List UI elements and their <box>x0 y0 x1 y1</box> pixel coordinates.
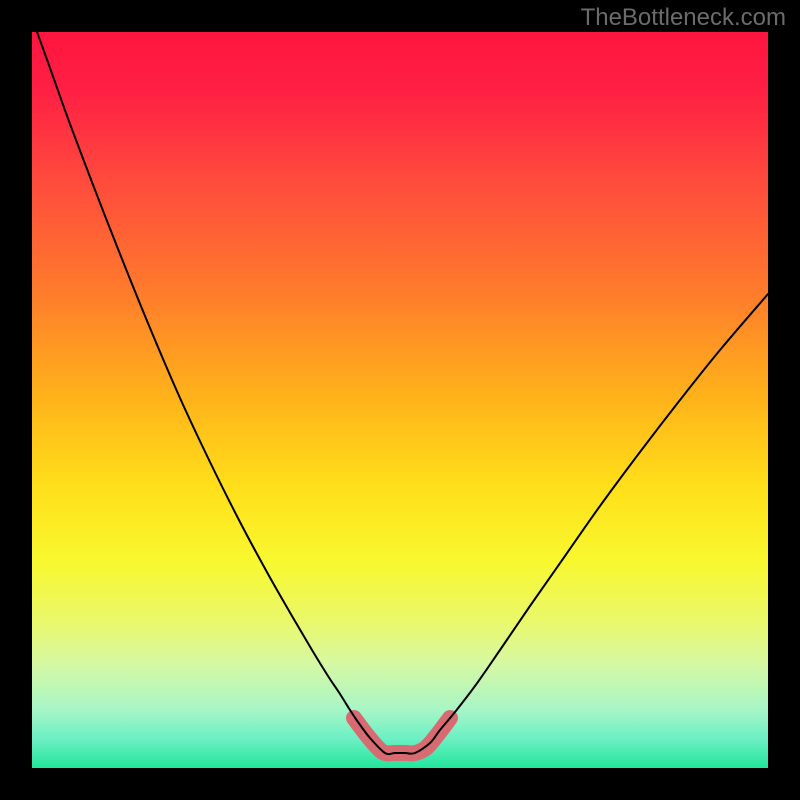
chart-frame: TheBottleneck.com <box>0 0 800 800</box>
bottleneck-curve <box>32 18 768 754</box>
curve-layer <box>0 0 800 800</box>
watermark-text: TheBottleneck.com <box>581 4 786 32</box>
